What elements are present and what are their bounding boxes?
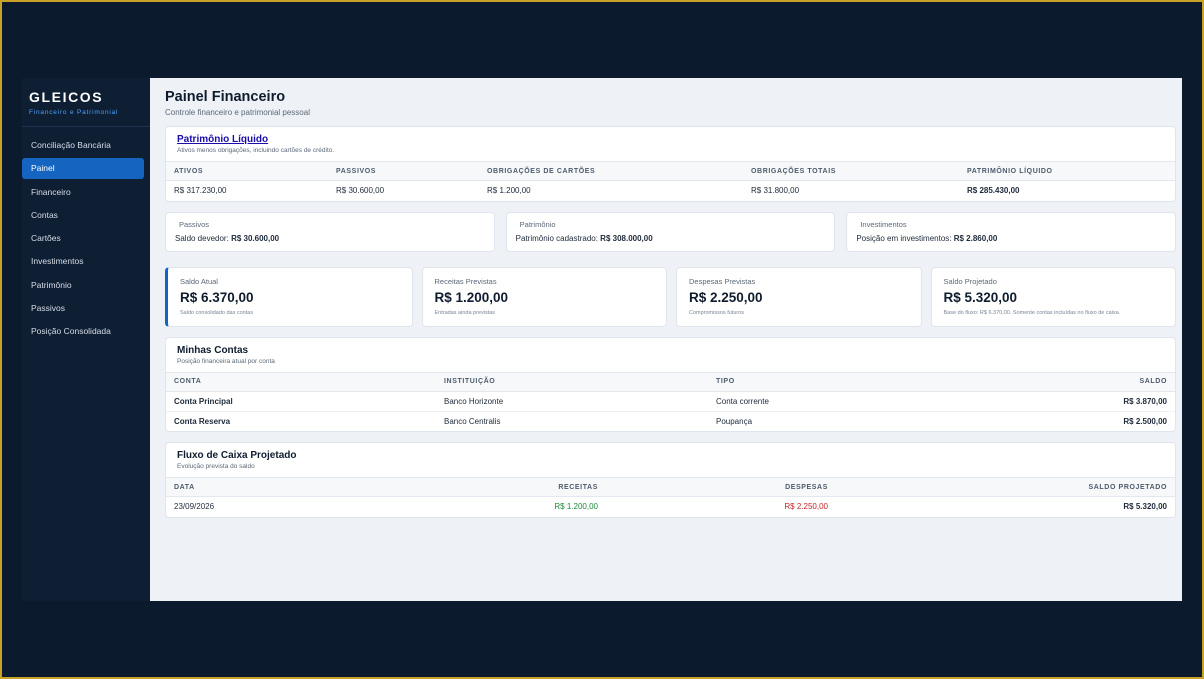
table-cell: R$ 1.200,00 xyxy=(487,186,531,196)
stat-card-saldo-atual: Saldo Atual R$ 6.370,00 Saldo consolidad… xyxy=(165,266,413,327)
stat-value: R$ 6.370,00 xyxy=(180,289,254,305)
summary-text: Saldo devedor: R$ 30.600,00 xyxy=(175,233,280,243)
summary-value: R$ 30.600,00 xyxy=(231,233,280,243)
summary-text: Posição em investimentos: R$ 2.860,00 xyxy=(856,233,998,243)
brand: GLEICOS Financeiro e Patrimonial xyxy=(22,78,150,127)
summary-row: Passivos Saldo devedor: R$ 30.600,00 Pat… xyxy=(165,211,1177,252)
stat-value: R$ 1.200,00 xyxy=(434,289,509,305)
net-worth-card: Patrimônio Líquido Ativos menos obrigaçõ… xyxy=(165,126,1176,202)
sidebar-item-investimentos[interactable]: Investimentos xyxy=(31,256,84,267)
accounts-table: Conta Instituição Tipo Saldo Conta Princ… xyxy=(166,371,1175,432)
table-cell: R$ 317.230,00 xyxy=(174,186,227,196)
sidebar-item-posicao-consolidada[interactable]: Posição Consolidada xyxy=(31,326,111,337)
sidebar-item-financeiro[interactable]: Financeiro xyxy=(31,186,71,197)
table-row: Conta Principal Banco Horizonte Conta co… xyxy=(166,391,1175,412)
accounts-description: Posição financeira atual por conta xyxy=(177,357,275,365)
table-cell: R$ 285.430,00 xyxy=(967,186,1020,196)
table-cell: R$ 5.320,00 xyxy=(1123,502,1167,512)
table-cell: Banco Horizonte xyxy=(436,391,708,412)
accounts-header: Minhas Contas Posição financeira atual p… xyxy=(166,338,1175,372)
column-header: Ativos xyxy=(166,161,328,181)
net-worth-description: Ativos menos obrigações, incluindo cartõ… xyxy=(177,147,335,154)
column-header: Obrigações Totais xyxy=(743,161,959,181)
table-cell: Poupança xyxy=(716,416,753,426)
sidebar-item-contas[interactable]: Contas xyxy=(31,209,58,220)
stat-label: Saldo Atual xyxy=(180,276,218,286)
cashflow-description: Evolução prevista do saldo xyxy=(177,463,255,470)
accounts-card: Minhas Contas Posição financeira atual p… xyxy=(165,336,1176,432)
stat-label: Saldo Projetado xyxy=(943,276,997,286)
summary-value: R$ 2.860,00 xyxy=(953,233,998,243)
column-header: Data xyxy=(166,477,366,497)
summary-label: Investimentos xyxy=(860,219,907,229)
cashflow-title: Fluxo de Caixa Projetado xyxy=(177,450,297,461)
stat-note: Compromissos futuros xyxy=(689,309,745,316)
table-cell: Conta Principal xyxy=(166,391,436,412)
stat-value: R$ 2.250,00 xyxy=(689,289,763,305)
table-cell: R$ 31.800,00 xyxy=(751,186,800,196)
sidebar-item-cartoes[interactable]: Cartões xyxy=(31,233,61,244)
accounts-title: Minhas Contas xyxy=(177,344,249,356)
summary-card-passivos: Passivos Saldo devedor: R$ 30.600,00 xyxy=(165,211,495,252)
cashflow-card: Fluxo de Caixa Projetado Evolução previs… xyxy=(165,442,1176,518)
sidebar-item-patrimonio[interactable]: Patrimônio xyxy=(31,279,72,290)
sidebar-item-passivos[interactable]: Passivos xyxy=(31,303,66,314)
table-cell: Banco Centralis xyxy=(444,416,501,426)
column-header: Instituição xyxy=(436,371,708,392)
table-row: Conta Reserva Banco Centralis Poupança R… xyxy=(166,411,1175,431)
summary-label: Passivos xyxy=(179,219,210,229)
sidebar-item-conciliacao[interactable]: Conciliação Bancária xyxy=(31,140,111,150)
table-cell: Conta Reserva xyxy=(174,416,231,426)
stat-note: Entradas ainda previstas xyxy=(434,309,496,316)
stat-note: Saldo consolidado das contas xyxy=(180,309,254,316)
brand-subtitle: Financeiro e Patrimonial xyxy=(29,109,119,116)
page-title: Painel Financeiro xyxy=(165,89,286,105)
sidebar-nav: Conciliação Bancária Painel Financeiro C… xyxy=(22,127,150,342)
stat-label: Receitas Previstas xyxy=(434,276,497,286)
stat-label: Despesas Previstas xyxy=(689,276,756,286)
stat-value: R$ 5.320,00 xyxy=(943,289,1018,305)
net-worth-table: Ativos Passivos Obrigações de Cartões Ob… xyxy=(166,161,1175,201)
table-cell: Conta corrente xyxy=(708,391,908,412)
page-subtitle: Controle financeiro e patrimonial pessoa… xyxy=(165,108,310,117)
table-cell: R$ 30.600,00 xyxy=(336,186,385,196)
column-header: Receitas xyxy=(366,477,606,497)
cashflow-header: Fluxo de Caixa Projetado Evolução previs… xyxy=(166,443,1175,477)
column-header: Saldo xyxy=(908,371,1175,392)
stats-row: Saldo Atual R$ 6.370,00 Saldo consolidad… xyxy=(165,266,1176,327)
column-header: Patrimônio Líquido xyxy=(959,161,1175,181)
brand-title: GLEICOS xyxy=(29,89,104,105)
table-cell: R$ 2.500,00 xyxy=(1123,416,1167,426)
summary-label: Patrimônio xyxy=(519,219,556,229)
column-header: Obrigações de Cartões xyxy=(479,161,743,181)
table-row: 23/09/2026 R$ 1.200,00 R$ 2.250,00 R$ 5.… xyxy=(166,497,1175,517)
summary-card-investimentos: Investimentos Posição em investimentos: … xyxy=(846,211,1177,252)
column-header: Passivos xyxy=(328,161,479,181)
net-worth-title-link[interactable]: Patrimônio Líquido xyxy=(177,134,269,145)
summary-text: Patrimônio cadastrado: R$ 308.000,00 xyxy=(515,233,653,243)
table-cell: 23/09/2026 xyxy=(174,502,215,512)
table-cell: R$ 3.870,00 xyxy=(908,391,1175,412)
column-header: Tipo xyxy=(708,371,908,392)
column-header: Saldo Projetado xyxy=(836,477,1175,497)
column-header: Despesas xyxy=(606,477,836,497)
stat-card-despesas-previstas: Despesas Previstas R$ 2.250,00 Compromis… xyxy=(676,266,922,327)
stat-card-receitas-previstas: Receitas Previstas R$ 1.200,00 Entradas … xyxy=(421,266,667,327)
stat-card-saldo-projetado: Saldo Projetado R$ 5.320,00 Base do flux… xyxy=(930,266,1176,327)
summary-card-patrimonio: Patrimônio Patrimônio cadastrado: R$ 308… xyxy=(505,211,836,252)
summary-value: R$ 308.000,00 xyxy=(600,233,653,243)
sidebar: GLEICOS Financeiro e Patrimonial Concili… xyxy=(22,78,150,601)
sidebar-item-painel[interactable]: Painel xyxy=(22,158,144,180)
table-cell: R$ 1.200,00 xyxy=(554,502,598,512)
net-worth-header: Patrimônio Líquido Ativos menos obrigaçõ… xyxy=(166,127,1175,161)
cashflow-table: Data Receitas Despesas Saldo Projetado 2… xyxy=(166,477,1175,517)
main-content: Painel Financeiro Controle financeiro e … xyxy=(150,78,1182,601)
table-row: R$ 317.230,00 R$ 30.600,00 R$ 1.200,00 R… xyxy=(166,181,1175,201)
column-header: Conta xyxy=(166,371,436,392)
app-window: GLEICOS Financeiro e Patrimonial Concili… xyxy=(22,78,1182,601)
table-cell: R$ 2.250,00 xyxy=(784,502,828,512)
stat-note: Base do fluxo: R$ 6.370,00. Somente cont… xyxy=(943,309,1121,316)
